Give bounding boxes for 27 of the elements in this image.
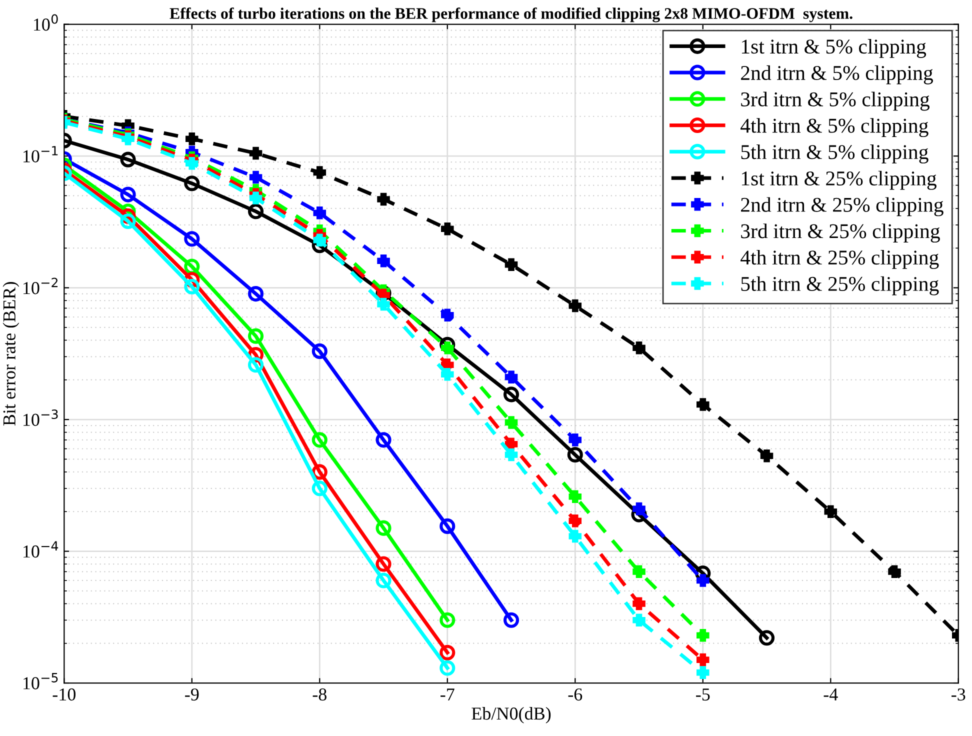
x-tick-label: -6 [568, 688, 582, 701]
legend-label: 5th itrn & 25% clipping [741, 276, 939, 296]
legend-label: 5th itrn & 5% clipping [741, 144, 928, 164]
x-tick-label: -3 [952, 688, 966, 701]
x-tick-label: -5 [696, 688, 710, 701]
y-tick-label: 10$^{−4}$ [24, 541, 58, 558]
x-tick-label: -7 [440, 688, 454, 700]
y-axis-title: Bit error rate (BER) [2, 282, 20, 426]
legend-label: 2nd itrn & 5% clipping [741, 65, 933, 84]
legend-label: 2nd itrn & 25% clipping [741, 197, 944, 216]
x-tick-label: -10 [52, 688, 76, 701]
x-axis-title: Eb/N0(dB) [472, 707, 551, 724]
legend-label: 1st itrn & 25% clipping [742, 170, 936, 190]
legend-label: 4th itrn & 25% clipping [740, 250, 939, 269]
y-tick-label: 10$^{0}$ [34, 14, 58, 31]
y-tick-label: 10$^{−1}$ [24, 146, 58, 162]
chart-title: Effects of turbo iterations on the BER performance of modified clipping 2x8 MIMO-OFDM system. [170, 7, 852, 22]
y-tick-label: 10$^{−5}$ [24, 673, 58, 690]
legend-label: 4th itrn & 5% clipping [740, 118, 928, 138]
y-tick-label: 10$^{−3}$ [24, 409, 58, 426]
x-tick-label: -4 [824, 688, 838, 700]
y-tick-label: 10$^{−2}$ [24, 278, 58, 294]
legend-label: 3rd itrn & 5% clipping [741, 92, 930, 111]
legend-label: 3rd itrn & 25% clipping [741, 224, 940, 243]
x-tick-label: -9 [185, 688, 199, 701]
x-tick-label: -8 [312, 688, 326, 701]
legend-label: 1st itrn & 5% clipping [742, 39, 926, 58]
